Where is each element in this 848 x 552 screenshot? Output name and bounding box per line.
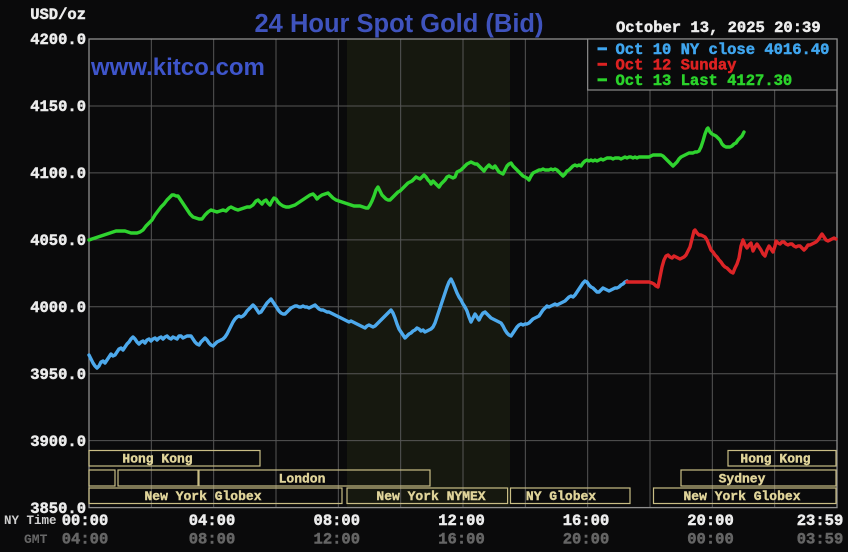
svg-text:00:00: 00:00 — [62, 512, 109, 530]
svg-text:NY Time: NY Time — [4, 514, 57, 528]
svg-text:www.kitco.com: www.kitco.com — [90, 54, 265, 81]
svg-text:Hong Kong: Hong Kong — [740, 452, 810, 467]
svg-text:4000.0: 4000.0 — [30, 299, 86, 317]
svg-text:4050.0: 4050.0 — [30, 232, 86, 250]
svg-text:4150.0: 4150.0 — [30, 98, 86, 116]
svg-text:03:59: 03:59 — [797, 531, 844, 549]
svg-text:16:00: 16:00 — [438, 531, 485, 549]
svg-text:GMT: GMT — [24, 532, 48, 547]
svg-text:New York NYMEX: New York NYMEX — [376, 489, 485, 504]
svg-text:New York Globex: New York Globex — [144, 489, 261, 504]
svg-text:USD/oz: USD/oz — [30, 6, 86, 24]
svg-text:08:00: 08:00 — [314, 512, 361, 530]
svg-text:16:00: 16:00 — [563, 512, 610, 530]
svg-text:London: London — [279, 472, 326, 487]
svg-text:23:59: 23:59 — [797, 512, 844, 530]
svg-text:3850.0: 3850.0 — [30, 500, 86, 518]
svg-text:00:00: 00:00 — [687, 531, 734, 549]
svg-text:Oct 10 NY close 4016.40: Oct 10 NY close 4016.40 — [616, 41, 830, 59]
svg-text:October 13, 2025 20:39: October 13, 2025 20:39 — [616, 19, 821, 37]
svg-text:20:00: 20:00 — [563, 531, 610, 549]
svg-text:08:00: 08:00 — [189, 531, 236, 549]
svg-text:12:00: 12:00 — [314, 531, 361, 549]
svg-text:NY Globex: NY Globex — [526, 489, 596, 504]
svg-text:Hong Kong: Hong Kong — [122, 452, 192, 467]
svg-text:24 Hour Spot Gold (Bid): 24 Hour Spot Gold (Bid) — [255, 10, 544, 38]
svg-text:Oct 13 Last 4127.30: Oct 13 Last 4127.30 — [616, 72, 793, 90]
svg-text:3950.0: 3950.0 — [30, 366, 86, 384]
svg-text:3900.0: 3900.0 — [30, 433, 86, 451]
svg-text:20:00: 20:00 — [687, 512, 734, 530]
svg-text:Sydney: Sydney — [719, 472, 766, 487]
svg-text:New York Globex: New York Globex — [683, 489, 800, 504]
svg-text:4200.0: 4200.0 — [30, 31, 86, 49]
svg-text:04:00: 04:00 — [62, 531, 109, 549]
svg-text:4100.0: 4100.0 — [30, 165, 86, 183]
svg-text:12:00: 12:00 — [438, 512, 485, 530]
svg-text:Oct 12 Sunday: Oct 12 Sunday — [616, 57, 737, 75]
svg-text:04:00: 04:00 — [189, 512, 236, 530]
